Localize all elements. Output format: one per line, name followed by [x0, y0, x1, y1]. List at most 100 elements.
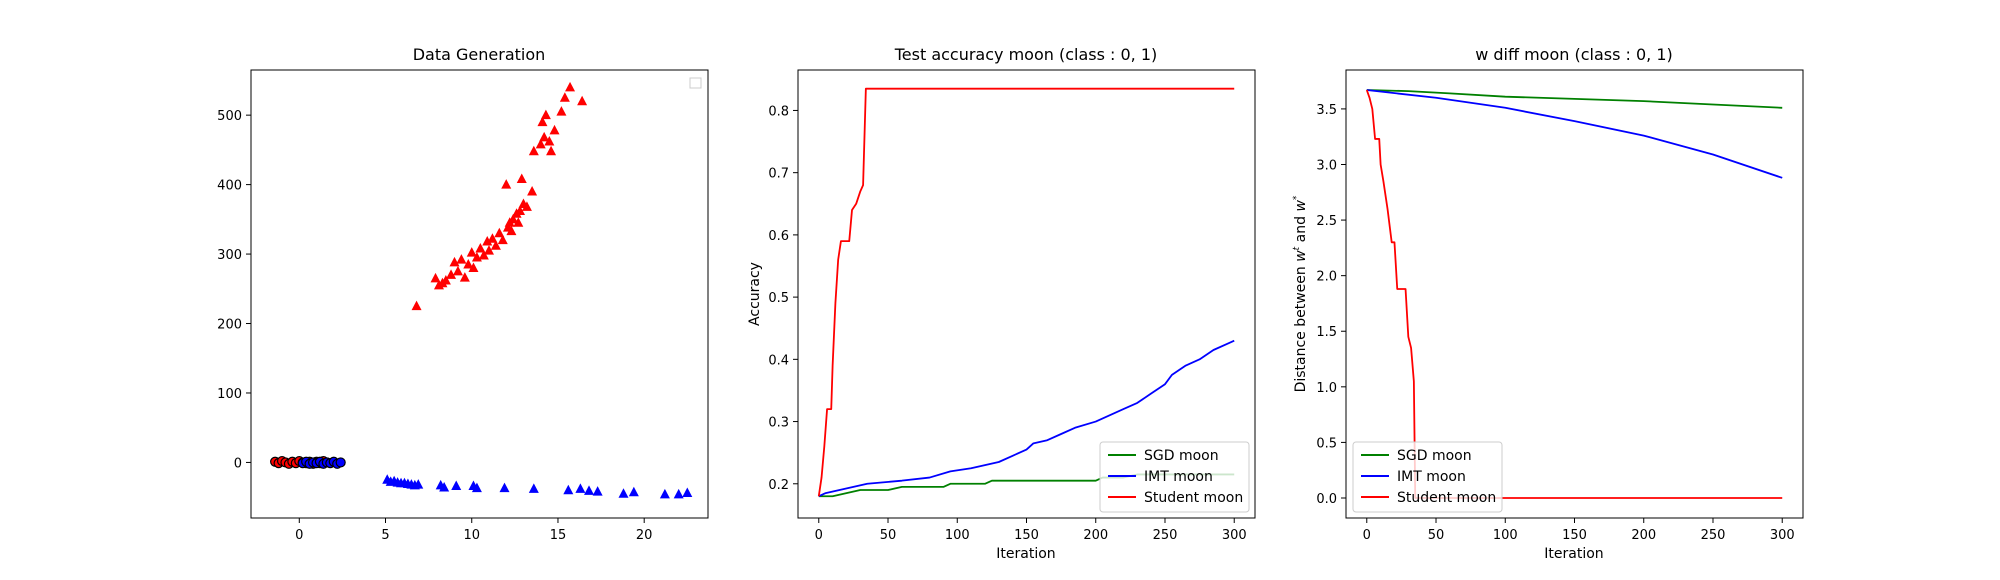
scatter-point-triangle: [478, 249, 489, 260]
scatter-point-triangle: [483, 245, 494, 255]
y-tick-label: 0.5: [1316, 436, 1337, 451]
x-tick-label: 0: [295, 528, 303, 543]
scatter-point-triangle: [411, 300, 422, 311]
scatter-point-triangle: [506, 225, 517, 236]
series-line-sgd-moon: [1366, 89, 1783, 109]
legend-label-student: Student moon: [1397, 490, 1496, 506]
scatter-point-triangle: [497, 234, 508, 245]
scatter-point-triangle: [508, 213, 519, 224]
scatter-point-triangle: [451, 480, 462, 491]
chart-title: Test accuracy moon (class : 0, 1): [894, 45, 1158, 64]
y-tick-label: 2.0: [1316, 270, 1337, 285]
scatter-point-triangle: [468, 262, 479, 272]
y-tick-label: 200: [217, 318, 242, 333]
x-tick-label: 250: [1153, 528, 1178, 543]
empty-legend-box: [689, 77, 702, 89]
y-tick-label: 500: [217, 109, 242, 124]
scatter-point-triangle: [439, 481, 450, 492]
y-tick-label: 3.5: [1316, 103, 1337, 118]
scatter-point-triangle: [535, 138, 546, 149]
scatter-point-triangle: [440, 274, 451, 285]
legend: SGD moon IMT moon Student moon: [1099, 441, 1250, 513]
scatter-point-triangle: [501, 179, 512, 189]
scatter-point-triangle: [482, 236, 493, 246]
scatter-point-circle: [335, 457, 346, 468]
scatter-point-triangle: [682, 487, 693, 497]
legend-box: [1352, 441, 1503, 513]
scatter-point-triangle: [521, 201, 532, 211]
plot-frame: [250, 69, 709, 519]
y-tick-label: 1.5: [1316, 325, 1337, 340]
scatter-point-triangle: [471, 482, 482, 493]
scatter-point-triangle: [563, 484, 574, 495]
legend-box: [1099, 441, 1250, 513]
x-tick-label: 15: [550, 528, 567, 543]
scatter-point-triangle: [539, 131, 550, 142]
scatter-point-triangle: [592, 486, 603, 496]
scatter-point-triangle: [628, 486, 639, 497]
legend-label-sgd: SGD moon: [1144, 448, 1219, 464]
scatter-point-triangle: [516, 173, 527, 184]
x-tick-label: 200: [1083, 528, 1108, 543]
y-tick-label: 0.0: [1316, 492, 1337, 507]
x-axis-label: Iteration: [996, 546, 1055, 562]
test-accuracy-panel: Test accuracy moon (class : 0, 1) Iterat…: [747, 45, 1256, 562]
scatter-point-triangle: [490, 240, 501, 250]
y-tick-label: 0.4: [768, 353, 789, 368]
scatter-point-triangle: [537, 116, 548, 127]
x-tick-label: 50: [1428, 528, 1445, 543]
scatter-point-triangle: [673, 488, 684, 499]
scatter-point-triangle: [577, 95, 588, 106]
x-tick-label: 50: [880, 528, 897, 543]
plot-frame: [1345, 69, 1804, 519]
y-tick-label: 0.7: [768, 167, 789, 182]
y-tick-label: 0: [234, 456, 242, 471]
scatter-point-triangle: [413, 479, 424, 489]
y-tick-label: 300: [217, 248, 242, 263]
scatter-point-triangle: [540, 109, 551, 120]
scatter-point-triangle: [527, 186, 538, 196]
scatter-point-triangle: [456, 254, 467, 264]
scatter-point-triangle: [584, 485, 595, 495]
scatter-point-triangle: [487, 233, 498, 243]
x-tick-label: 300: [1770, 528, 1795, 543]
scatter-point-triangle: [549, 124, 560, 135]
x-tick-label: 5: [381, 528, 389, 543]
y-tick-label: 3.0: [1316, 158, 1337, 173]
scatter-point-triangle: [430, 272, 441, 283]
scatter-point-triangle: [515, 205, 526, 215]
scatter-point-triangle: [546, 145, 557, 156]
series-line-imt-moon: [1366, 89, 1783, 179]
legend-label-student: Student moon: [1144, 490, 1243, 506]
y-tick-label: 400: [217, 179, 242, 194]
scatter-point-triangle: [618, 488, 629, 498]
y-tick-label: 0.5: [768, 291, 789, 306]
scatter-point-triangle: [513, 217, 524, 227]
legend-label-imt: IMT moon: [1397, 469, 1466, 485]
scatter-point-triangle: [494, 227, 505, 238]
chart-title: w diff moon (class : 0, 1): [1475, 45, 1673, 64]
series-line-student-moon: [1365, 89, 1783, 499]
w-diff-panel: w diff moon (class : 0, 1) Iteration Dis…: [1292, 45, 1804, 562]
x-tick-label: 150: [1014, 528, 1039, 543]
y-tick-label: 0.8: [768, 104, 789, 119]
plot-frame: [797, 69, 1256, 519]
y-tick-label: 0.3: [768, 416, 789, 431]
y-tick-label: 2.5: [1316, 214, 1337, 229]
scatter-point-triangle: [559, 92, 570, 102]
legend: SGD moon IMT moon Student moon: [1352, 441, 1503, 513]
y-tick-label: 0.2: [768, 478, 789, 493]
x-tick-label: 0: [815, 528, 823, 543]
x-tick-label: 100: [1493, 528, 1518, 543]
scatter-point-triangle: [466, 247, 477, 257]
scatter-point-triangle: [463, 258, 474, 269]
x-tick-label: 200: [1631, 528, 1656, 543]
scatter-point-triangle: [556, 106, 567, 116]
y-tick-label: 100: [217, 387, 242, 402]
y-axis-label: Accuracy: [747, 262, 763, 326]
x-tick-label: 250: [1701, 528, 1726, 543]
series-line-student-moon: [817, 87, 1235, 497]
y-tick-label: 1.0: [1316, 381, 1337, 396]
